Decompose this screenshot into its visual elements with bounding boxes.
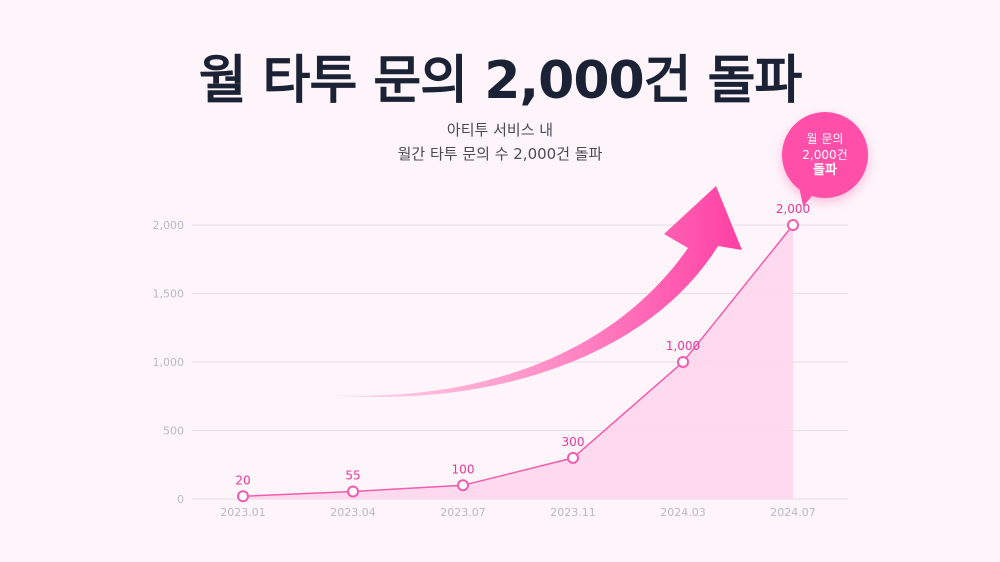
area-fill bbox=[243, 225, 793, 499]
data-labels: 20 55 100 300 1,000 2,000 bbox=[235, 202, 810, 487]
data-label: 1,000 bbox=[666, 339, 700, 353]
y-tick-label: 0 bbox=[177, 493, 184, 506]
milestone-callout: 월 문의 2,000건 돌파 bbox=[782, 112, 868, 209]
data-point bbox=[237, 490, 249, 503]
x-tick-label: 2023.07 bbox=[440, 506, 486, 519]
y-tick-label: 1,000 bbox=[153, 356, 185, 369]
callout-line-1: 월 문의 bbox=[806, 132, 844, 146]
x-tick-label: 2024.07 bbox=[770, 506, 816, 519]
subtitle: 아티투 서비스 내 월간 타투 문의 수 2,000건 돌파 bbox=[0, 118, 1000, 166]
x-axis-ticks: 2023.01 2023.04 2023.07 2023.11 2024.03 2024.… bbox=[220, 506, 816, 519]
y-tick-label: 1,500 bbox=[153, 288, 185, 301]
growth-arrow-icon bbox=[330, 186, 742, 398]
x-tick-label: 2023.11 bbox=[550, 506, 596, 519]
y-tick-label: 500 bbox=[163, 425, 184, 438]
series-line bbox=[242, 224, 794, 498]
data-point bbox=[787, 219, 799, 231]
data-point bbox=[567, 451, 579, 464]
data-point bbox=[347, 485, 359, 498]
x-tick-label: 2024.03 bbox=[660, 506, 706, 519]
callout-line-3: 돌파 bbox=[813, 163, 837, 178]
subtitle-line-2: 월간 타투 문의 수 2,000건 돌파 bbox=[397, 145, 603, 163]
data-label: 20 bbox=[235, 473, 250, 487]
subtitle-line-1: 아티투 서비스 내 bbox=[446, 121, 554, 139]
data-label: 55 bbox=[345, 468, 360, 482]
data-label: 100 bbox=[452, 462, 475, 476]
data-points bbox=[237, 219, 799, 503]
data-label: 2,000 bbox=[776, 202, 810, 216]
data-label: 300 bbox=[562, 435, 585, 449]
data-point bbox=[457, 479, 469, 492]
data-point bbox=[677, 356, 689, 368]
callout-line-2: 2,000건 bbox=[802, 148, 848, 162]
y-tick-label: 2,000 bbox=[153, 219, 185, 232]
page-title: 월 타투 문의 2,000건 돌파 bbox=[198, 51, 803, 111]
x-tick-label: 2023.04 bbox=[330, 506, 376, 519]
x-tick-label: 2023.01 bbox=[220, 506, 266, 519]
y-axis-ticks: 0 500 1,000 1,500 2,000 bbox=[153, 219, 185, 506]
